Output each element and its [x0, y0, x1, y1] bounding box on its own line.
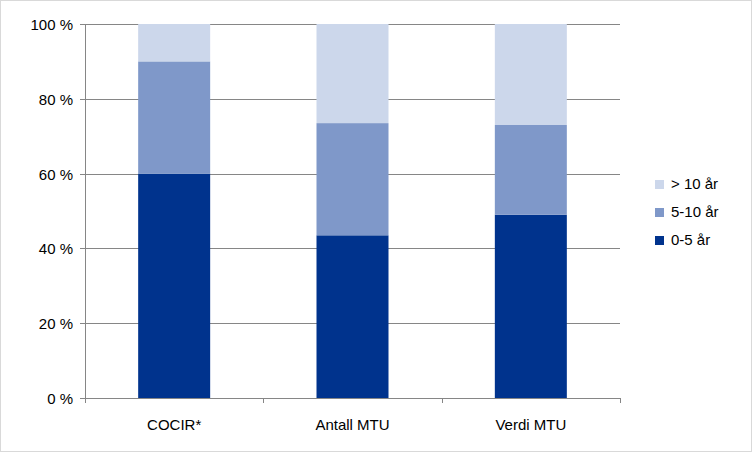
- y-tick-label: 20 %: [39, 315, 73, 332]
- legend-label: 5-10 år: [671, 203, 719, 220]
- x-axis: [85, 398, 620, 399]
- y-tick-label: 100 %: [30, 16, 73, 33]
- x-tick-label: Verdi MTU: [495, 416, 566, 433]
- x-tick-label: COCIR*: [147, 416, 201, 433]
- y-tick: [80, 99, 85, 100]
- bar-segment: [495, 125, 567, 215]
- bar-segment: [317, 24, 389, 123]
- background: [1, 1, 752, 452]
- y-axis: [85, 24, 86, 398]
- x-tick: [263, 398, 264, 403]
- bar-segment: [495, 215, 567, 398]
- x-tick: [442, 398, 443, 403]
- legend-label: 0-5 år: [671, 231, 710, 248]
- grid-line: [85, 398, 620, 399]
- y-tick: [80, 323, 85, 324]
- x-tick: [85, 398, 86, 403]
- x-tick-label: Antall MTU: [315, 416, 389, 433]
- y-tick-label: 0 %: [47, 390, 73, 407]
- bars: [138, 24, 567, 398]
- bar-segment: [138, 61, 210, 173]
- y-tick: [80, 174, 85, 175]
- y-tick: [80, 24, 85, 25]
- legend-label: > 10 år: [671, 175, 718, 192]
- legend-swatch: [655, 208, 664, 217]
- bar-segment: [138, 24, 210, 61]
- y-tick-label: 80 %: [39, 91, 73, 108]
- y-tick-label: 60 %: [39, 166, 73, 183]
- bar-segment: [138, 174, 210, 398]
- legend-swatch: [655, 236, 664, 245]
- y-tick: [80, 398, 85, 399]
- bar-segment: [495, 24, 567, 125]
- legend-swatch: [655, 180, 664, 189]
- bar-segment: [317, 123, 389, 235]
- x-tick: [620, 398, 621, 403]
- bar-segment: [317, 235, 389, 398]
- y-tick: [80, 248, 85, 249]
- chart: 0 % 20 % 40 % 60 % 80 % 100 % COCIR* Antall MTU…: [0, 0, 752, 452]
- y-tick-label: 40 %: [39, 240, 73, 257]
